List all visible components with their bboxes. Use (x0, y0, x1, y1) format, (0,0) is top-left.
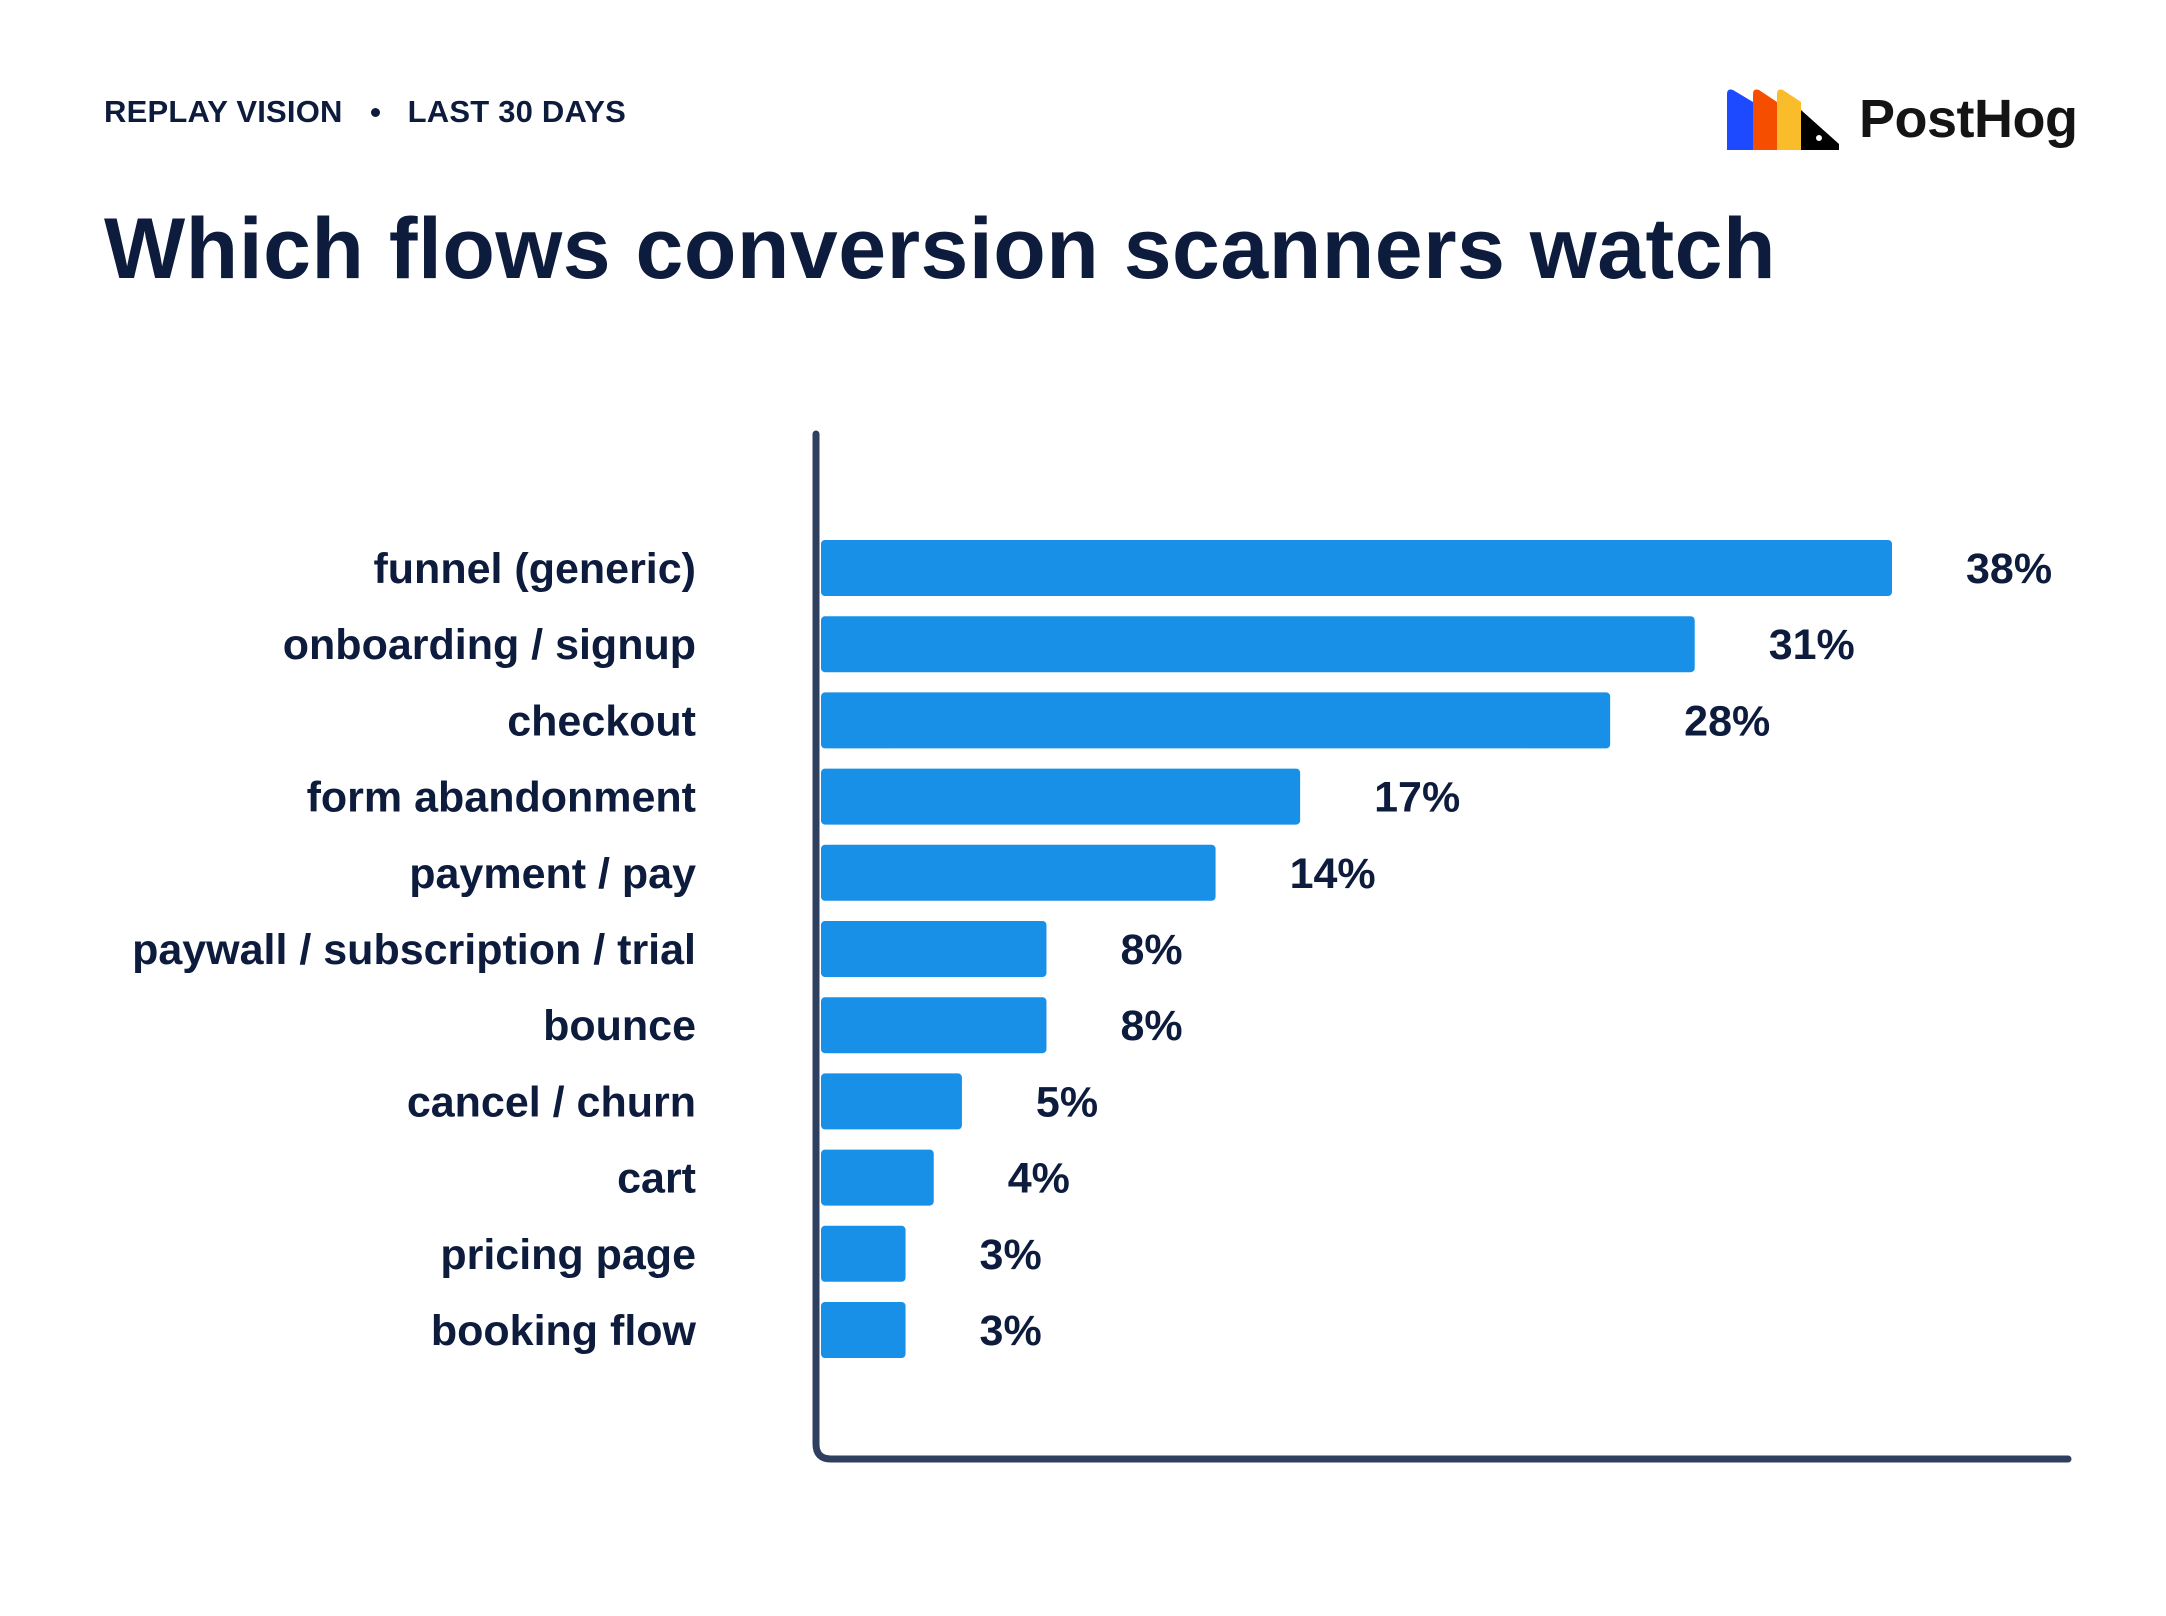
value-label: 17% (1374, 774, 1460, 822)
separator-dot (370, 107, 380, 117)
header-meta: REPLAY VISION LAST 30 DAYS (104, 94, 626, 130)
posthog-logo: PostHog (1727, 88, 2078, 150)
category-label: funnel (generic) (373, 545, 696, 593)
value-label: 14% (1290, 850, 1376, 898)
value-label: 3% (980, 1231, 1042, 1279)
value-label: 4% (1008, 1155, 1070, 1203)
bar-4 (821, 844, 1216, 901)
bar-0 (821, 540, 1892, 596)
bar-2 (821, 692, 1611, 749)
category-label: paywall / subscription / trial (132, 926, 696, 974)
bar-7 (821, 1073, 962, 1130)
bar-9 (821, 1225, 906, 1282)
category-label: cart (617, 1155, 696, 1203)
bar-1 (821, 616, 1695, 673)
value-label: 38% (1966, 545, 2052, 593)
chart-axis (812, 430, 2072, 1463)
value-label: 28% (1684, 697, 1770, 745)
category-label: booking flow (431, 1307, 697, 1355)
bar-10 (821, 1302, 906, 1358)
category-label: bounce (543, 1002, 696, 1050)
bar-3 (821, 768, 1301, 825)
posthog-hog-logo-icon (1727, 89, 1839, 150)
value-label: 8% (1120, 926, 1182, 974)
report-name: REPLAY VISION (104, 94, 343, 129)
value-label: 8% (1120, 1002, 1182, 1050)
category-label: onboarding / signup (283, 621, 696, 669)
value-label: 31% (1769, 621, 1855, 669)
bar-8 (821, 1149, 934, 1206)
bar-5 (821, 921, 1047, 977)
brand-name: PostHog (1859, 89, 2078, 149)
value-label: 3% (980, 1307, 1042, 1355)
bar-6 (821, 997, 1047, 1054)
category-label: form abandonment (307, 774, 696, 822)
category-label: checkout (507, 697, 696, 745)
category-label: cancel / churn (407, 1078, 696, 1126)
page-title: Which flows conversion scanners watch (104, 201, 1777, 297)
value-label: 5% (1036, 1078, 1098, 1126)
category-label: pricing page (440, 1231, 696, 1279)
date-range: LAST 30 DAYS (407, 94, 626, 129)
category-label: payment / pay (409, 850, 696, 898)
